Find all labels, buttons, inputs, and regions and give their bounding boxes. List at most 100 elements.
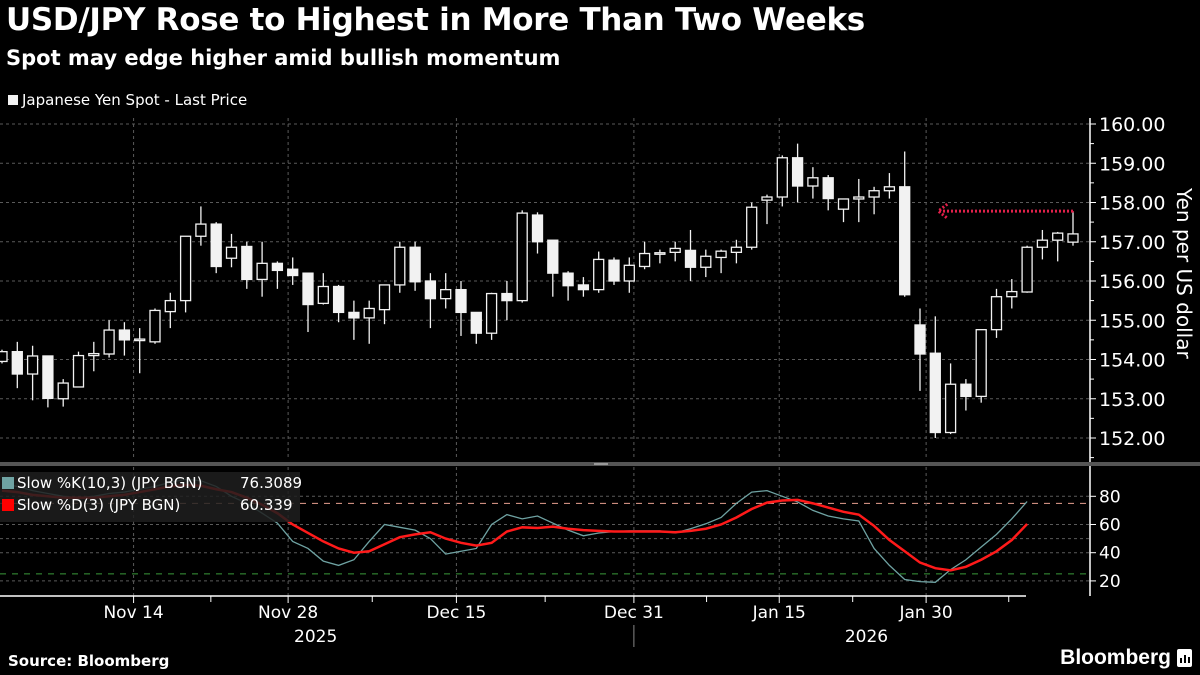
candle xyxy=(822,175,834,211)
candle-body-up xyxy=(317,285,329,305)
candle xyxy=(210,222,222,274)
candle-body-up xyxy=(837,198,850,210)
candle-body-up xyxy=(730,246,743,253)
candle-body-down xyxy=(470,311,482,334)
candle-body-up xyxy=(593,258,605,291)
candle-body-down xyxy=(960,383,972,398)
candle-body-up xyxy=(256,262,268,281)
candle xyxy=(26,345,39,401)
candle-body-up xyxy=(394,246,406,286)
legend-value-d: 60.339 xyxy=(240,496,293,514)
candle-body-up xyxy=(623,264,635,282)
candle-body-down xyxy=(11,350,23,375)
candle xyxy=(730,239,743,264)
candle xyxy=(1006,279,1018,309)
candle xyxy=(317,273,329,305)
candle xyxy=(914,308,926,391)
candle xyxy=(746,202,758,250)
candle-body-down xyxy=(914,324,926,355)
candle xyxy=(684,229,697,281)
candle-body-up xyxy=(944,383,957,434)
candle xyxy=(837,198,850,223)
candle-body-down xyxy=(302,272,314,306)
candle-body-up xyxy=(195,223,207,237)
candle-body-up xyxy=(715,250,727,259)
candle xyxy=(118,322,131,356)
candle xyxy=(1052,231,1064,262)
x-tick-label: Nov 14 xyxy=(103,603,163,623)
y-tick-label: 154.00 xyxy=(1099,350,1165,372)
candle-body-up xyxy=(975,329,987,398)
candle-body-down xyxy=(822,177,834,200)
candle xyxy=(791,143,804,203)
candle xyxy=(363,300,375,344)
candle-body-down xyxy=(684,249,697,268)
candle xyxy=(638,241,651,270)
legend-value-k: 76.3089 xyxy=(240,474,303,492)
candle-body-up xyxy=(1052,232,1064,241)
candle xyxy=(853,178,865,223)
candle xyxy=(883,173,896,199)
candle xyxy=(654,249,666,264)
x-tick-label: Jan 15 xyxy=(752,603,806,623)
candle xyxy=(623,257,635,293)
year-label: 2026 xyxy=(845,627,888,647)
candle-body-up xyxy=(1036,239,1049,248)
candle-body-up xyxy=(149,309,161,343)
candle xyxy=(134,328,146,374)
candle xyxy=(332,284,345,323)
candle-body-up xyxy=(516,212,528,302)
y-tick-label: 159.00 xyxy=(1099,153,1165,175)
candle xyxy=(577,277,590,297)
candle xyxy=(424,273,437,329)
candle xyxy=(899,151,911,297)
y-tick-label: 156.00 xyxy=(1099,271,1165,293)
candle xyxy=(179,235,192,313)
candle xyxy=(669,241,681,262)
stoch-y-tick-label: 40 xyxy=(1099,544,1121,564)
candle-body-up xyxy=(485,292,498,334)
candle-body-down xyxy=(455,288,467,314)
legend-swatch-price xyxy=(8,95,18,105)
legend-label-k: Slow %K(10,3) (JPY BGN) xyxy=(17,474,203,492)
candle xyxy=(1036,229,1049,260)
candle xyxy=(348,300,360,340)
candle-body-up xyxy=(807,177,819,187)
y-tick-label: 152.00 xyxy=(1099,428,1165,450)
candle xyxy=(455,281,467,336)
y-tick-label: 155.00 xyxy=(1099,310,1165,332)
candle-body-up xyxy=(378,284,391,311)
stoch-y-tick-label: 20 xyxy=(1099,572,1121,592)
candle xyxy=(516,210,528,303)
candle xyxy=(761,194,773,225)
candle xyxy=(195,206,207,246)
candle xyxy=(409,241,421,291)
candle xyxy=(394,241,406,293)
candle xyxy=(807,167,819,199)
candle-body-up xyxy=(72,354,85,388)
bloomberg-chart-icon xyxy=(1177,649,1192,667)
candle-body-up xyxy=(638,252,651,268)
candle-body-down xyxy=(348,311,360,319)
candle xyxy=(593,251,605,293)
candle-body-down xyxy=(577,284,590,291)
stochastic-legend: Slow %K(10,3) (JPY BGN) 76.3089 Slow %D(… xyxy=(0,472,303,522)
candle-body-down xyxy=(562,272,574,287)
y-tick-label: 158.00 xyxy=(1099,193,1165,215)
candle xyxy=(944,363,957,435)
candle xyxy=(470,311,482,344)
legend-label-d: Slow %D(3) (JPY BGN) xyxy=(17,496,181,514)
y-axis-label: Yen per US dollar xyxy=(1172,188,1196,359)
candle-body-down xyxy=(531,214,544,243)
candle-body-up xyxy=(853,196,865,200)
candle xyxy=(990,288,1003,338)
stoch-y-tick-label: 80 xyxy=(1099,487,1121,507)
candle xyxy=(287,257,299,285)
candle-body-up xyxy=(883,186,896,192)
candle-body-up xyxy=(1006,290,1018,298)
candle xyxy=(929,316,941,438)
candle-body-up xyxy=(134,338,146,342)
candle xyxy=(960,379,972,411)
panel-resize-handle xyxy=(594,463,608,465)
candle-body-up xyxy=(0,350,8,363)
